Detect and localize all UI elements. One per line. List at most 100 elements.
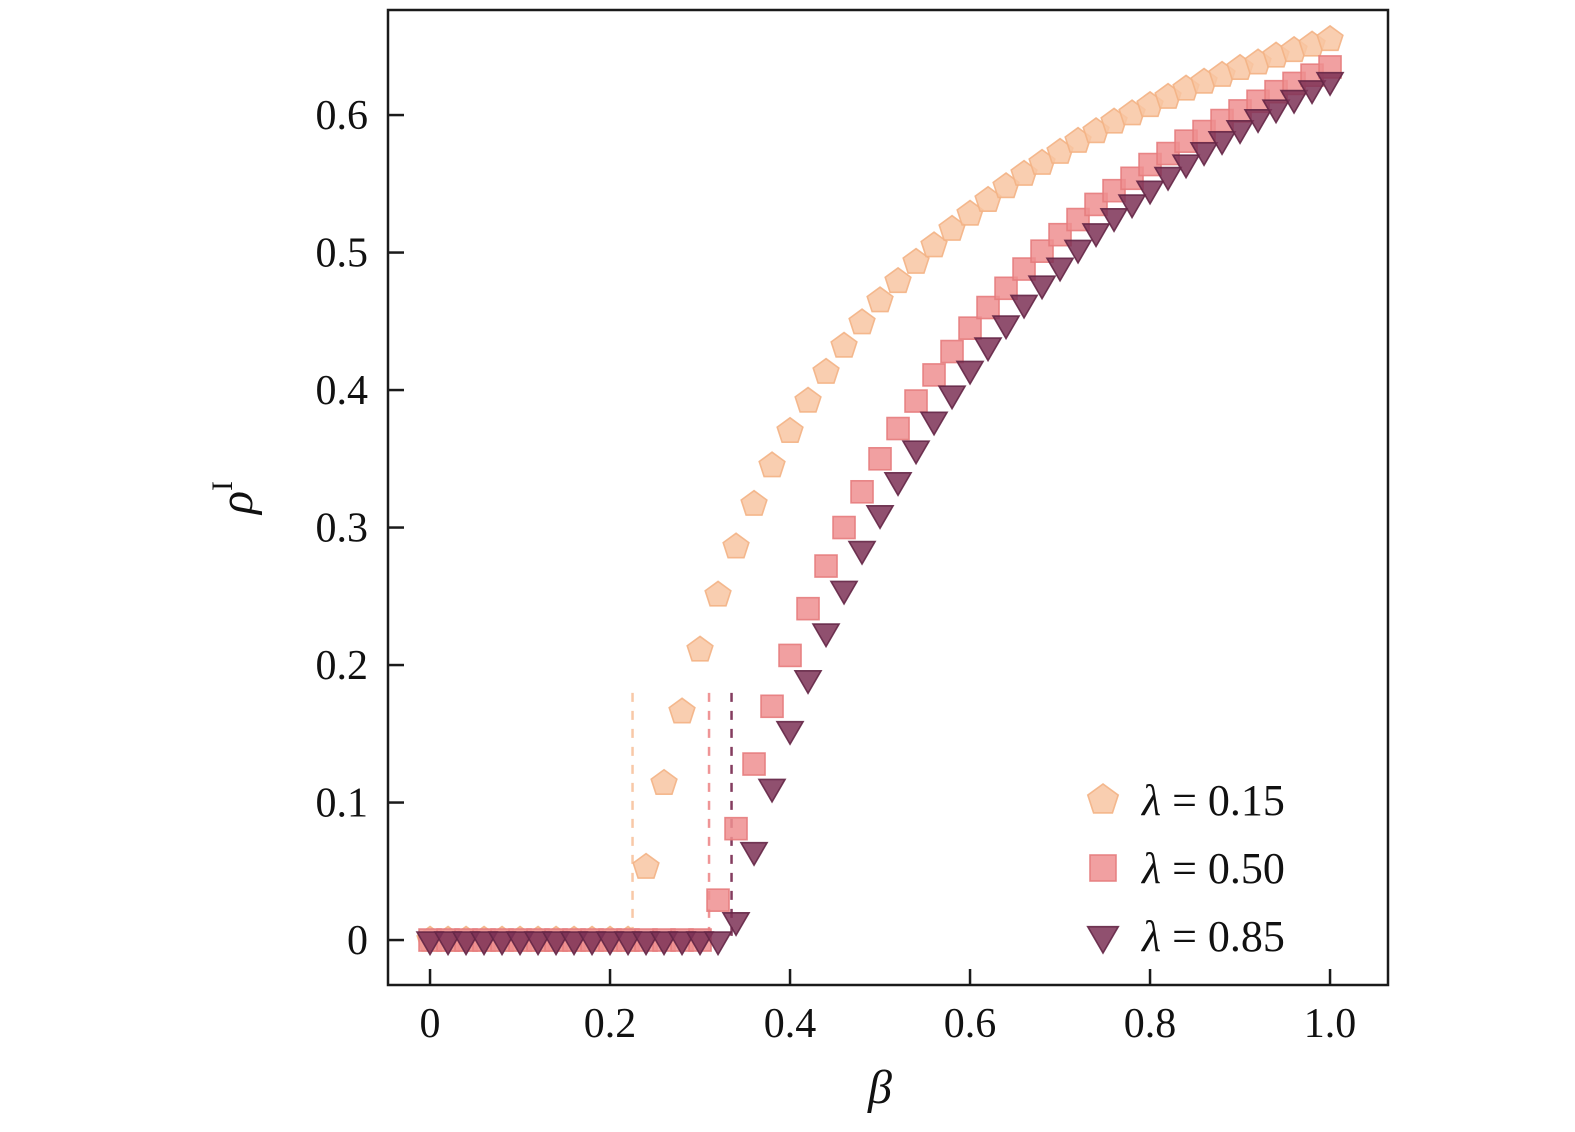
series-2 <box>415 71 1345 957</box>
series-2-marker <box>1099 208 1129 233</box>
series-1-marker <box>976 295 1000 320</box>
series-2-marker <box>523 931 553 957</box>
series-2-marker <box>721 912 751 937</box>
series-2-marker <box>1063 239 1093 265</box>
series-1-marker <box>742 752 766 776</box>
series-2-marker <box>649 931 679 957</box>
series-2-marker <box>1135 180 1165 206</box>
series-1-marker <box>1030 239 1054 263</box>
series-2-marker <box>703 931 733 957</box>
series-1-marker <box>706 888 730 912</box>
series-1-marker <box>940 339 964 364</box>
y-tick-label: 0.4 <box>316 368 369 414</box>
series-2-marker <box>973 337 1003 363</box>
series-0-marker <box>776 416 804 444</box>
series-0-marker <box>812 357 840 384</box>
series-0-marker <box>704 580 732 607</box>
series-2-marker <box>865 505 895 530</box>
series-2-marker <box>1045 257 1075 283</box>
y-tick-label: 0 <box>347 918 368 964</box>
series-2-marker <box>415 931 445 957</box>
legend-marker-2 <box>1086 925 1120 955</box>
y-axis-label-group: ρI <box>206 481 263 516</box>
series-0-marker <box>668 697 696 724</box>
x-axis-label: β <box>867 1061 892 1114</box>
y-tick-label: 0.1 <box>316 781 369 827</box>
series-2-marker <box>1315 71 1345 97</box>
x-tick-label: 0 <box>420 1001 441 1047</box>
legend-label-0: λ = 0.15 <box>1140 776 1285 825</box>
series-2-marker <box>559 931 589 957</box>
series-2-marker <box>433 931 463 957</box>
series-2-marker <box>1225 120 1255 145</box>
legend-marker-1 <box>1089 854 1117 882</box>
series-2-marker <box>1027 275 1057 301</box>
series-1-marker <box>760 694 784 719</box>
series-2-marker <box>1171 154 1201 180</box>
y-axis-label: ρI <box>206 481 263 516</box>
series-2-marker <box>1009 294 1039 320</box>
series-1-marker <box>724 816 748 841</box>
series-2-marker <box>775 720 805 746</box>
series-2-marker <box>847 540 877 566</box>
series-2-marker <box>1297 80 1327 106</box>
legend-marker-0 <box>1086 783 1120 814</box>
series-1-marker <box>850 479 874 504</box>
series-0-marker <box>632 852 660 879</box>
series-2-marker <box>1207 131 1237 156</box>
series-0-marker <box>794 386 822 413</box>
series-2-marker <box>955 360 985 386</box>
series-2-marker <box>469 931 499 957</box>
series-2-marker <box>577 931 607 957</box>
series-0-marker <box>686 635 714 662</box>
series-2-marker <box>739 841 769 867</box>
series-1-marker <box>1156 141 1180 166</box>
x-tick-label: 0.4 <box>764 1001 817 1047</box>
series-1-marker <box>958 316 982 340</box>
series-0-marker <box>650 768 678 796</box>
series-2-marker <box>631 931 661 957</box>
series-2-marker <box>451 931 481 957</box>
series-2-marker <box>991 315 1021 341</box>
series-2-marker <box>487 931 517 957</box>
x-tick-label: 0.8 <box>1124 1001 1177 1047</box>
series-1-marker <box>1012 257 1036 281</box>
x-tick-label: 0.6 <box>944 1001 997 1047</box>
series-2-marker <box>1081 223 1111 249</box>
series-1-marker <box>832 515 856 540</box>
series-2-marker <box>811 623 841 649</box>
series-0-marker <box>884 266 912 294</box>
series-1-marker <box>796 596 820 621</box>
y-tick-label: 0.5 <box>316 231 369 277</box>
series-0-marker <box>1316 24 1344 52</box>
legend-label-1: λ = 0.50 <box>1140 844 1285 893</box>
series-1-marker <box>886 416 910 441</box>
series-2-marker <box>919 411 949 437</box>
series-2-marker <box>541 931 571 957</box>
series-1-marker <box>814 554 838 578</box>
series-2-marker <box>1153 166 1183 192</box>
series-2-marker <box>1117 194 1147 220</box>
series-0-marker <box>722 532 750 559</box>
series-2-marker <box>937 385 967 411</box>
series-2-marker <box>901 440 931 466</box>
series-1-marker <box>994 276 1018 301</box>
series-1-marker <box>778 643 802 668</box>
y-tick-label: 0.6 <box>316 93 369 139</box>
series-0-marker <box>758 451 786 478</box>
series-0-marker <box>740 489 768 516</box>
series-2-marker <box>667 931 697 957</box>
y-tick-label: 0.3 <box>316 506 369 552</box>
legend: λ = 0.15 λ = 0.50 λ = 0.85 <box>1086 776 1285 961</box>
legend-label-2: λ = 0.85 <box>1140 912 1285 961</box>
series-2-marker <box>613 931 643 957</box>
series-2-marker <box>1279 89 1309 115</box>
series-2-marker <box>883 472 913 497</box>
x-tick-label: 1.0 <box>1304 1001 1357 1047</box>
series-1-marker <box>904 389 928 413</box>
series-0-marker <box>848 308 876 335</box>
series-2-marker <box>1261 99 1291 125</box>
series-1-marker <box>922 363 946 387</box>
